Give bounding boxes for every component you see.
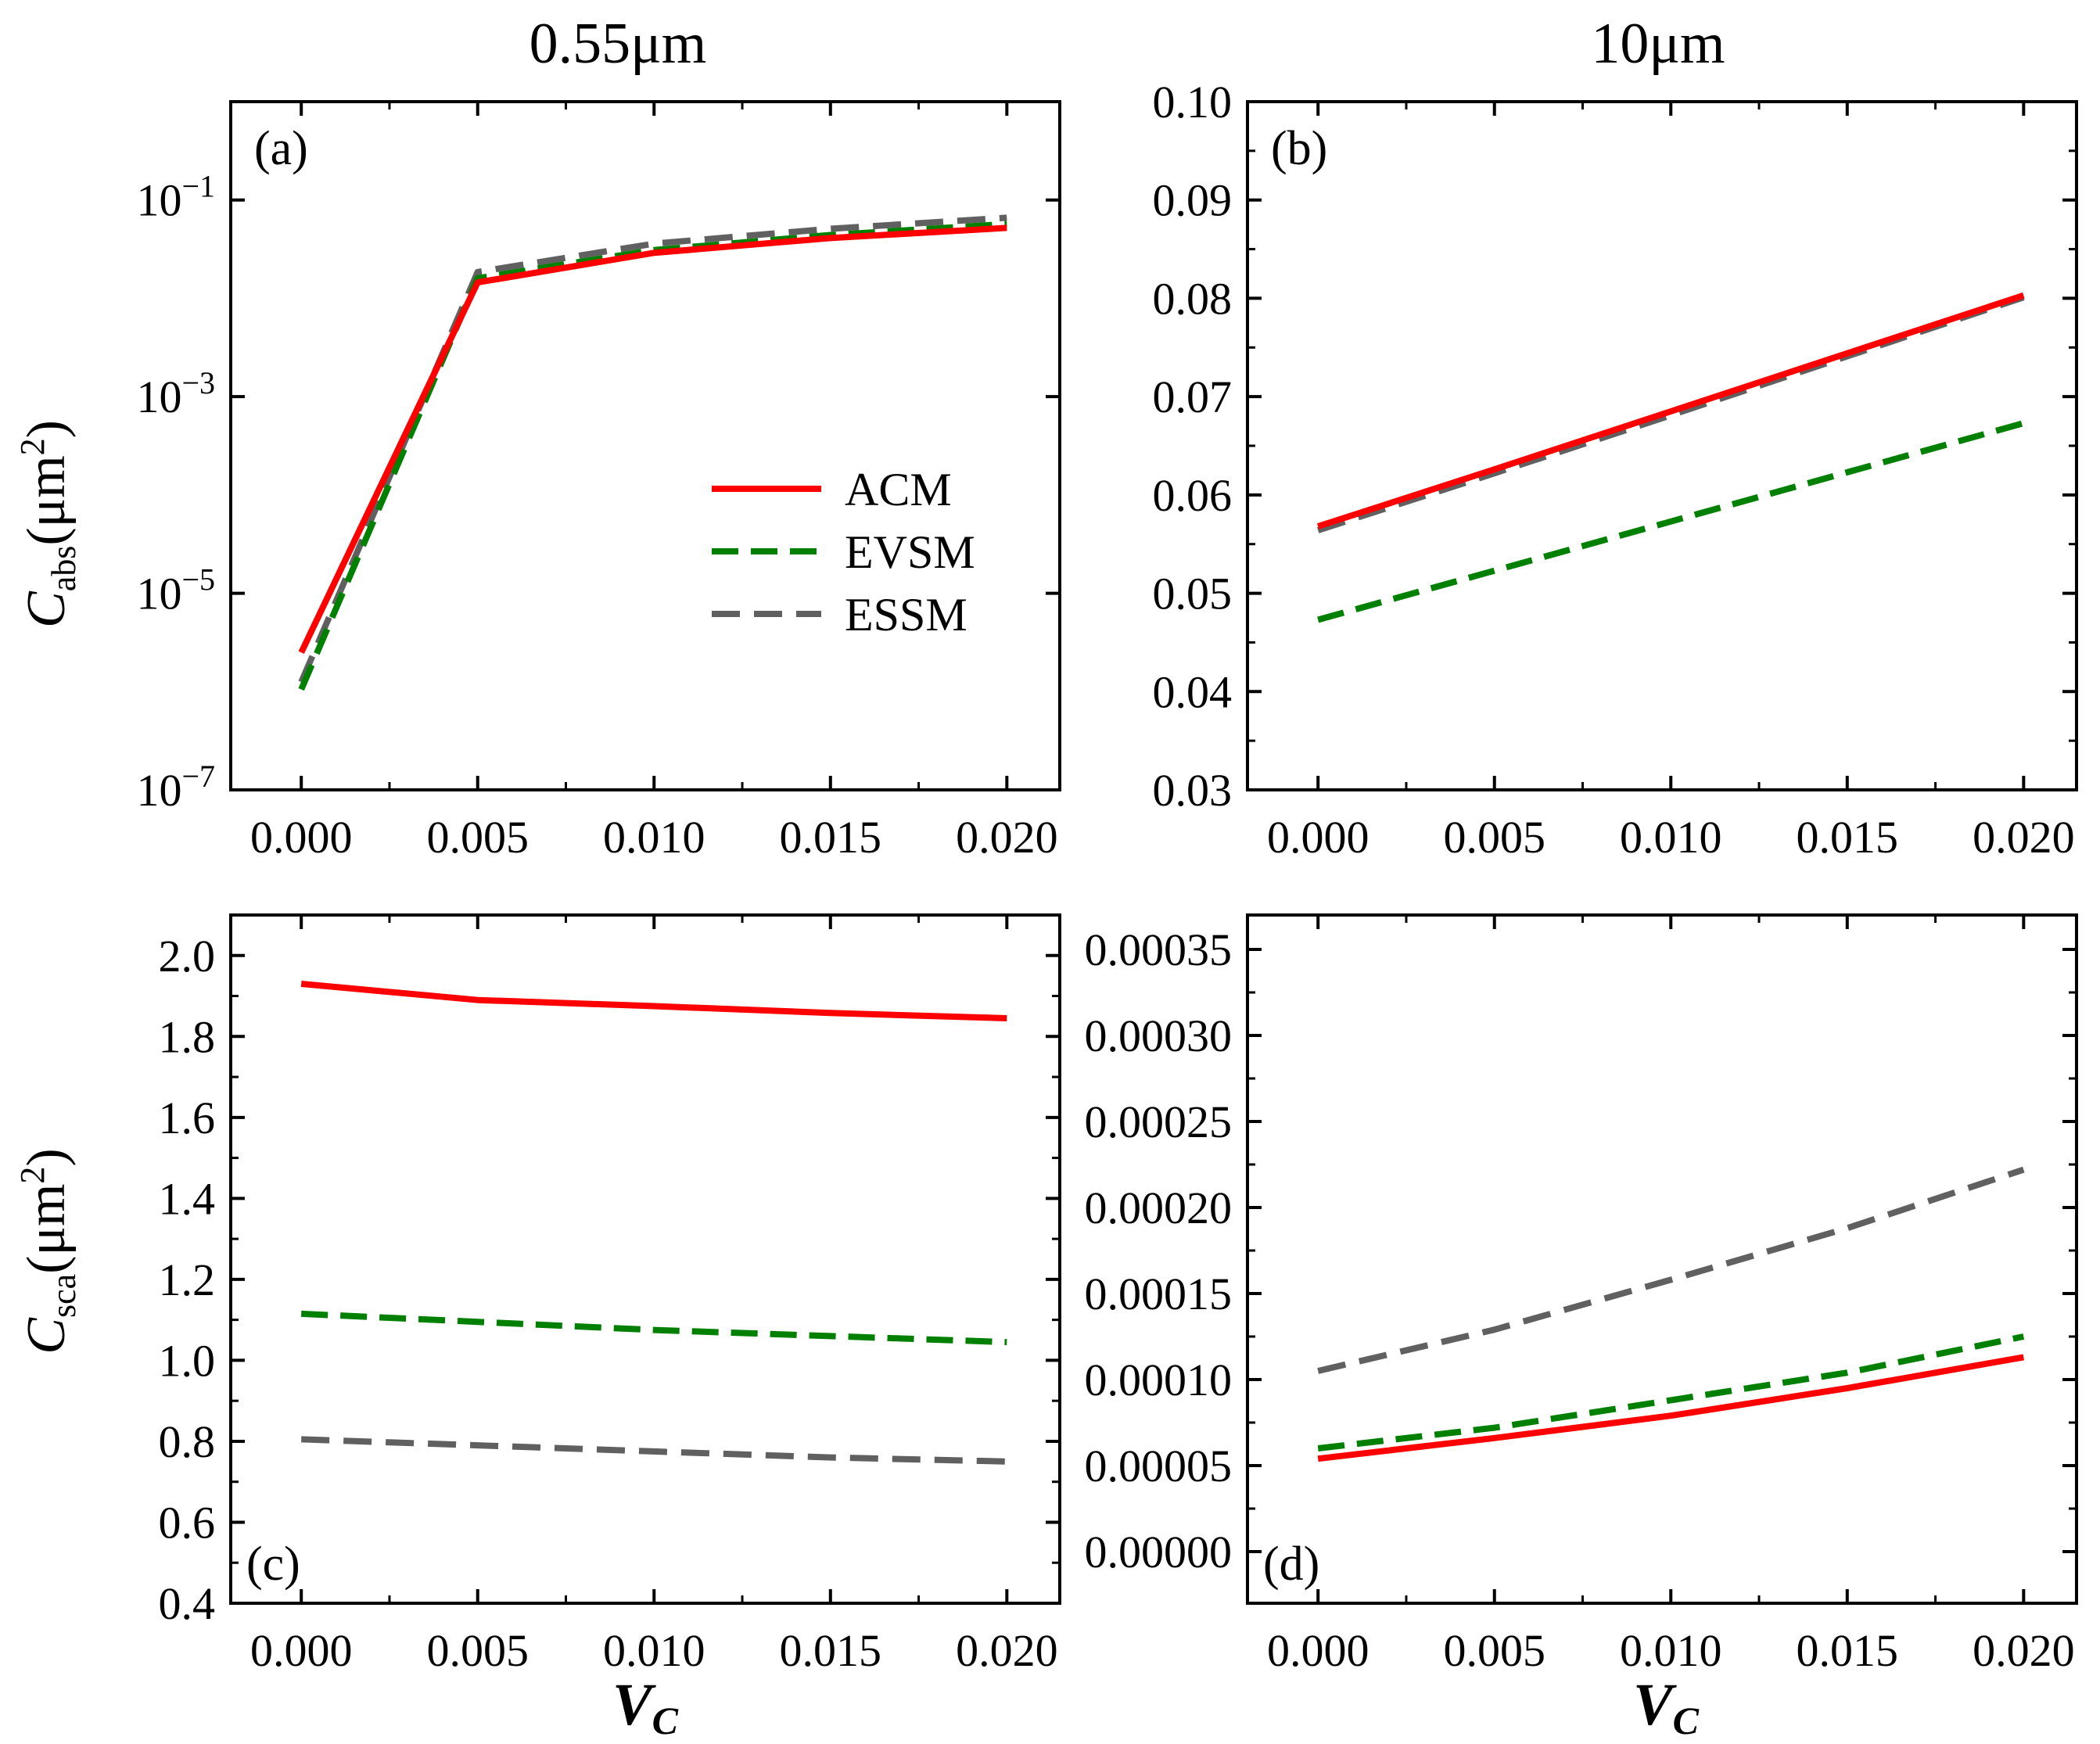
legend-label-acm: ACM (845, 464, 952, 515)
plot-frame (1246, 100, 2078, 791)
y-tick-label: 1.8 (159, 1011, 216, 1062)
x-tick-label: 0.015 (1797, 1625, 1899, 1676)
series-line-evsm (1317, 420, 2025, 623)
legend: ACM EVSM ESSM (712, 464, 975, 641)
column-title-right: 10μm (1591, 12, 1725, 76)
y-tick-label: 0.00020 (1085, 1182, 1233, 1233)
y-tick-label: 10−3 (136, 365, 215, 422)
x-tick-label: 0.015 (780, 812, 882, 863)
x-tick-label: 0.000 (1267, 1625, 1369, 1676)
x-tick-label: 0.010 (1620, 812, 1722, 863)
y-tick-label: 0.00025 (1085, 1096, 1233, 1147)
y-tick-label: 1.0 (159, 1335, 216, 1386)
y-tick-label: 0.10 (1153, 77, 1233, 127)
x-tick-label: 0.015 (780, 1625, 882, 1676)
plot-frame (1246, 913, 2078, 1605)
legend-label-essm: ESSM (845, 589, 967, 641)
panel-label: (b) (1271, 122, 1327, 175)
y-tick-label: 0.00000 (1085, 1527, 1233, 1577)
y-tick-label: 0.05 (1153, 569, 1233, 619)
y-tick-label: 0.00015 (1085, 1269, 1233, 1319)
x-tick-label: 0.015 (1797, 812, 1899, 863)
x-tick-label: 0.005 (426, 1625, 529, 1676)
x-tick-label: 0.010 (603, 812, 705, 863)
y-tick-label: 0.04 (1153, 666, 1233, 717)
panel-c: 0.000 0.005 0.010 0.015 0.020 0.4 0.6 0.8 1.0 1.2… (159, 913, 1061, 1676)
column-title-left: 0.55μm (529, 12, 707, 76)
x-tick-label: 0.000 (250, 812, 353, 863)
panel-label: (a) (254, 122, 308, 175)
x-tick-label: 0.000 (1267, 812, 1369, 863)
x-tick-label: 0.005 (1443, 812, 1545, 863)
y-tick-label: 0.8 (159, 1416, 216, 1467)
series-line-essm (301, 1436, 1007, 1465)
xlabel-right: VC (1633, 1672, 1700, 1742)
y-tick-label: 0.03 (1153, 765, 1233, 816)
y-tick-label: 1.6 (159, 1093, 216, 1143)
panels: 0.000 0.005 0.010 0.015 0.020 10−7 10−5 10−3 10−… (136, 77, 2078, 1676)
plot-frame (229, 913, 1061, 1605)
y-tick-label: 0.00035 (1085, 924, 1233, 975)
y-tick-label: 10−5 (136, 562, 215, 619)
x-tick-label: 0.005 (426, 812, 529, 863)
panel-b: 0.000 0.005 0.010 0.015 0.020 0.03 0.04 0.05 0.0… (1153, 77, 2078, 863)
x-tick-label: 0.010 (1620, 1625, 1722, 1676)
y-tick-label: 2.0 (159, 931, 216, 981)
y-tick-label: 0.06 (1153, 470, 1233, 521)
y-tick-label: 0.09 (1153, 175, 1233, 226)
panel-label: (d) (1263, 1538, 1319, 1591)
x-tick-label: 0.005 (1443, 1625, 1545, 1676)
x-tick-label: 0.020 (956, 812, 1058, 863)
x-tick-label: 0.010 (603, 1625, 705, 1676)
x-tick-label: 0.000 (250, 1625, 353, 1676)
x-tick-label: 0.020 (1973, 1625, 2075, 1676)
series-line-acm (298, 224, 1007, 655)
x-tick-label: 0.020 (1973, 812, 2075, 863)
y-tick-label: 10−7 (136, 759, 215, 816)
plot-frame (229, 100, 1061, 791)
legend-label-evsm: EVSM (845, 526, 975, 578)
series-line-acm (1317, 1354, 2024, 1462)
series-line-essm (1317, 1166, 2025, 1374)
y-tick-label: 0.08 (1153, 273, 1233, 324)
y-tick-label: 0.00030 (1085, 1010, 1233, 1061)
panel-label: (c) (246, 1538, 300, 1591)
y-tick-label: 1.4 (159, 1173, 216, 1224)
x-tick-label: 0.020 (956, 1625, 1058, 1676)
panel-d: 0.000 0.005 0.010 0.015 0.020 0.00000 0.00005 0… (1085, 913, 2078, 1676)
y-tick-label: 0.00010 (1085, 1355, 1233, 1405)
series-line-acm (1316, 292, 2025, 529)
y-tick-label: 0.00005 (1085, 1441, 1233, 1491)
y-tick-label: 0.4 (159, 1578, 216, 1629)
y-tick-label: 0.6 (159, 1497, 216, 1548)
y-tick-label: 10−1 (136, 169, 215, 226)
series-line-acm (300, 981, 1007, 1021)
xlabel-left: VC (612, 1672, 679, 1742)
panel-a: 0.000 0.005 0.010 0.015 0.020 10−7 10−5 10−3 10−… (136, 100, 1061, 863)
series-line-evsm (301, 1310, 1007, 1346)
series-line-evsm (1317, 1333, 2025, 1452)
ylabel-bottom: Csca(μm2) (13, 1148, 83, 1355)
ylabel-top: Cabs(μm2) (13, 420, 83, 628)
y-tick-label: 1.2 (159, 1254, 216, 1305)
y-tick-label: 0.07 (1153, 371, 1233, 422)
